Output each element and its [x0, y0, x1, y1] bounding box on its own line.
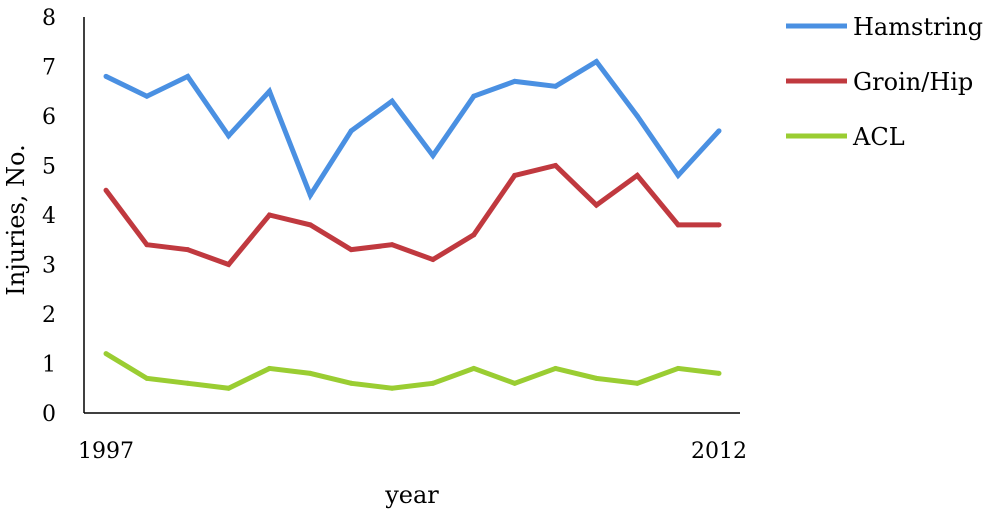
data-point: [512, 78, 518, 84]
data-point: [348, 128, 354, 134]
data-point: [716, 222, 722, 228]
y-tick-label: 0: [42, 402, 56, 427]
data-point: [553, 365, 559, 371]
y-tick-label: 4: [42, 204, 56, 229]
series-hamstring: [103, 58, 722, 201]
y-tick-label: 5: [42, 155, 56, 180]
data-point: [103, 73, 109, 79]
series-acl: [103, 351, 722, 391]
data-point: [185, 247, 191, 253]
x-tick-label: 2012: [691, 439, 747, 464]
data-point: [430, 380, 436, 386]
data-point: [266, 365, 272, 371]
data-point: [185, 380, 191, 386]
data-point: [512, 380, 518, 386]
y-axis-ticks: 0 1 2 3 4 5 6 7 8: [42, 6, 56, 427]
data-point: [307, 370, 313, 376]
data-point: [471, 232, 477, 238]
data-point: [226, 262, 232, 267]
data-point: [675, 222, 681, 228]
data-point: [348, 247, 354, 253]
data-point: [675, 172, 681, 178]
y-tick-label: 8: [42, 6, 56, 31]
x-axis-ticks: 1997 2012: [78, 439, 747, 464]
data-point: [103, 351, 109, 357]
data-point: [144, 242, 150, 248]
data-point: [471, 93, 477, 99]
series-line: [104, 162, 719, 268]
data-point: [593, 375, 599, 381]
series-line: [104, 58, 721, 201]
data-point: [266, 212, 272, 218]
y-tick-label: 7: [42, 56, 56, 81]
data-point: [716, 370, 722, 376]
data-point: [226, 133, 232, 139]
data-point: [389, 98, 395, 104]
y-axis-title: Injuries, No.: [2, 144, 30, 295]
data-point: [512, 172, 518, 178]
data-point: [634, 172, 640, 178]
data-point: [185, 73, 191, 79]
series-groin-hip: [103, 162, 722, 268]
legend-label: Groin/Hip: [853, 68, 973, 96]
x-axis-title: year: [384, 481, 439, 509]
data-point: [430, 153, 436, 159]
data-point: [634, 113, 640, 119]
series-layer: [103, 58, 722, 391]
data-point: [675, 365, 681, 371]
y-tick-label: 2: [42, 303, 56, 328]
legend-label: ACL: [852, 123, 905, 151]
data-point: [593, 202, 599, 208]
data-point: [389, 385, 395, 391]
data-point: [716, 128, 722, 134]
data-point: [226, 385, 232, 391]
data-point: [634, 380, 640, 386]
series-line: [104, 351, 720, 391]
data-point: [307, 222, 313, 228]
y-tick-label: 3: [42, 254, 56, 279]
data-point: [266, 88, 272, 94]
data-point: [593, 59, 599, 65]
data-point: [430, 257, 436, 263]
legend-label: Hamstring: [853, 13, 983, 41]
data-point: [389, 242, 395, 248]
data-point: [471, 365, 477, 371]
data-point: [307, 192, 313, 198]
y-tick-label: 6: [42, 105, 56, 130]
data-point: [553, 163, 559, 168]
legend: Hamstring Groin/Hip ACL: [786, 13, 983, 151]
y-tick-label: 1: [42, 353, 56, 378]
data-point: [553, 83, 559, 89]
data-point: [144, 93, 150, 99]
data-point: [103, 187, 109, 193]
data-point: [144, 375, 150, 381]
x-tick-label: 1997: [78, 439, 134, 464]
data-point: [348, 380, 354, 386]
